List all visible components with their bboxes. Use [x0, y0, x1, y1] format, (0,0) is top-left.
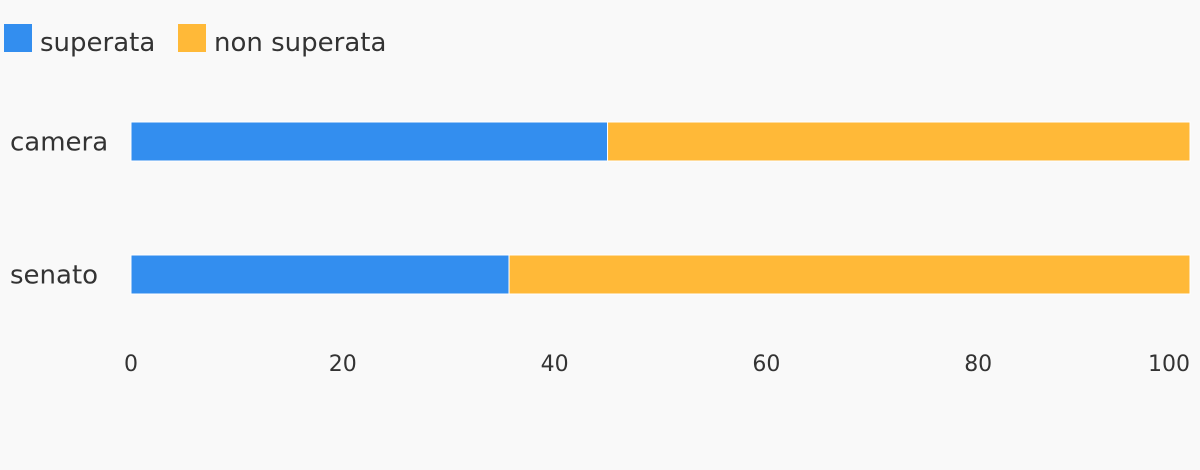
category-labels: camera senato: [10, 128, 108, 291]
legend-label-superata[interactable]: superata: [40, 28, 155, 58]
bar-camera-non-superata[interactable]: [607, 121, 1191, 162]
x-tick-label: 80: [964, 352, 992, 377]
bar-camera-superata[interactable]: [130, 121, 609, 162]
plot-area: [130, 121, 1191, 295]
legend-label-non-superata[interactable]: non superata: [214, 28, 386, 58]
x-tick-label: 60: [752, 352, 780, 377]
legend-swatch-non-superata[interactable]: [178, 24, 206, 52]
x-tick-label: 20: [329, 352, 357, 377]
bar-senato-superata[interactable]: [130, 254, 510, 295]
bar-senato-non-superata[interactable]: [508, 254, 1191, 295]
x-tick-label: 100: [1148, 352, 1190, 377]
x-axis-ticks: 0 20 40 60 80 100: [124, 352, 1190, 377]
x-tick-label: 0: [124, 352, 138, 377]
x-tick-label: 40: [541, 352, 569, 377]
category-label-senato: senato: [10, 261, 98, 291]
legend: superata non superata: [4, 24, 386, 58]
legend-swatch-superata[interactable]: [4, 24, 32, 52]
category-label-camera: camera: [10, 128, 108, 158]
